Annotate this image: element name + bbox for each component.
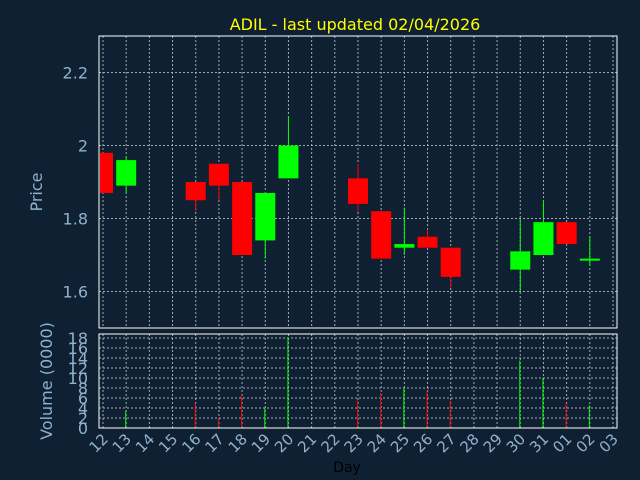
price-grid [99, 36, 617, 328]
candle-body [100, 152, 113, 193]
volume-tick-label: 16 [68, 339, 88, 358]
volume-panel-frame [98, 333, 618, 429]
candle-body [510, 251, 531, 270]
candle-body [348, 178, 368, 204]
candle-body [208, 163, 229, 186]
price-axis-ticks: 2.2 2 1.8 1.6 [63, 64, 88, 302]
price-tick-label: 2.2 [63, 64, 88, 83]
candle-body [556, 222, 577, 245]
candle-body [255, 192, 276, 241]
candle-body [417, 236, 438, 248]
candle-body [394, 244, 415, 248]
x-axis-ticks: 1213141516171819202122232425262728293031… [86, 430, 622, 456]
candle-body [371, 211, 392, 259]
volume-tick-label: 4 [78, 399, 88, 418]
price-tick-label: 2 [78, 137, 88, 156]
x-axis-label: Day [333, 460, 361, 476]
candle-body [116, 160, 137, 186]
candle-body [579, 258, 600, 261]
volume-tick-label: 0 [78, 419, 88, 438]
chart-title: ADIL - last updated 02/04/2026 [230, 15, 481, 34]
price-panel-frame [98, 35, 618, 329]
candle-body [232, 182, 253, 255]
price-axis-label: Price [27, 172, 46, 211]
price-candles [100, 116, 600, 292]
volume-tick-label: 10 [68, 369, 88, 388]
volume-tick-label: 2 [78, 409, 88, 428]
candle-body [440, 247, 461, 277]
price-tick-label: 1.8 [63, 210, 88, 229]
candle-body [278, 145, 299, 179]
candle-body [533, 222, 554, 255]
volume-tick-label: 14 [68, 349, 88, 368]
volume-axis-label: Volume (0000) [37, 322, 56, 440]
volume-tick-label: 12 [68, 359, 88, 378]
volume-bars [125, 338, 590, 428]
price-tick-label: 1.6 [63, 283, 88, 302]
volume-tick-label: 8 [78, 379, 88, 398]
volume-tick-label: 18 [68, 329, 88, 348]
candle-body [185, 182, 206, 201]
volume-tick-label: 6 [78, 389, 88, 408]
